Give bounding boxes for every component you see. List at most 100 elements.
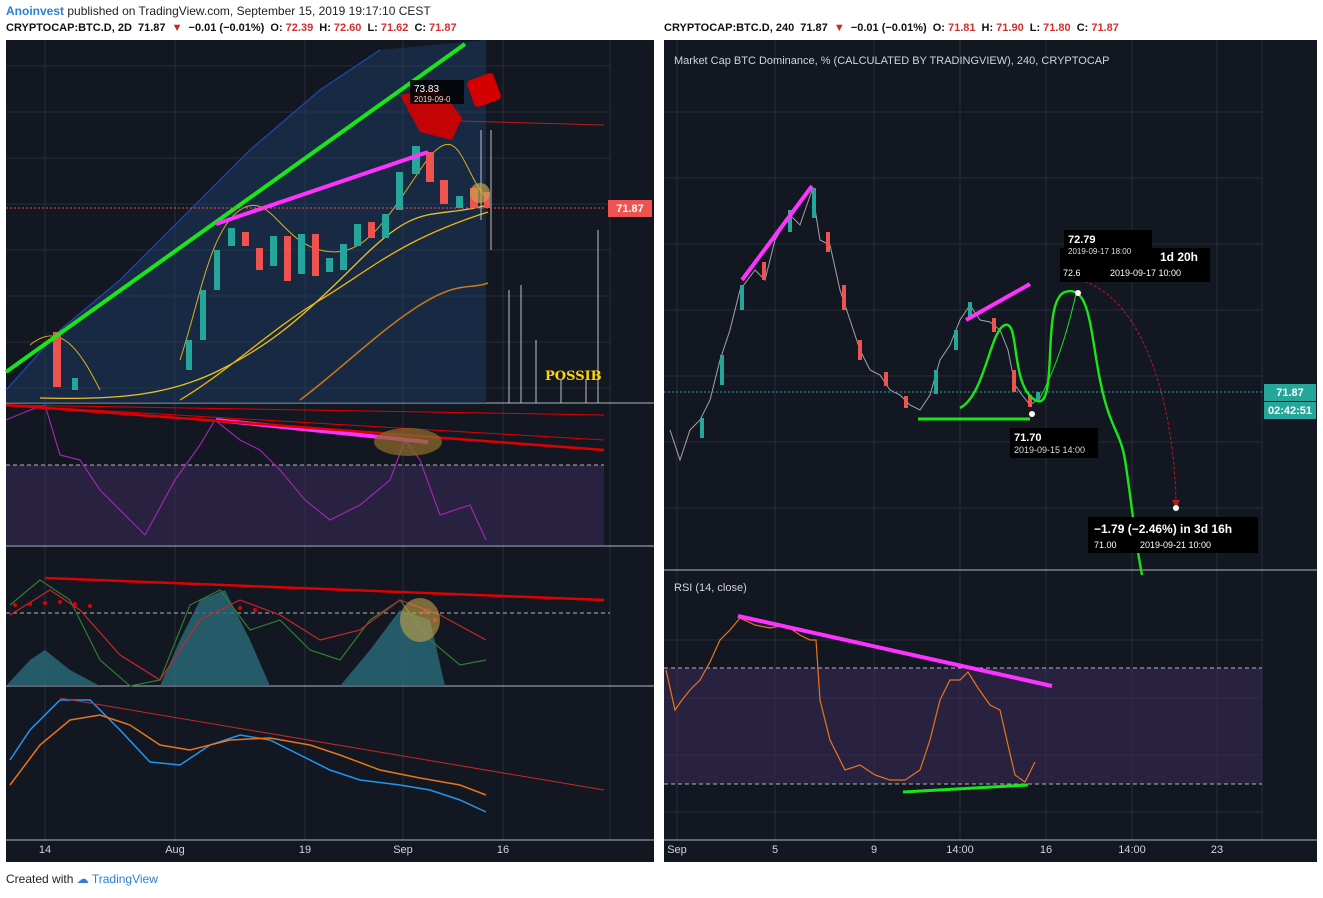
annotation-price: 73.83 xyxy=(414,84,439,95)
left-candles xyxy=(53,146,490,390)
down-arrow-icon: ▼ xyxy=(833,22,845,34)
right-countdown-text: 02:42:51 xyxy=(1268,405,1312,417)
publish-info: published on TradingView.com, September … xyxy=(67,4,431,18)
left-volume-bars xyxy=(480,130,599,403)
footer-created: Created with xyxy=(6,872,74,886)
close-label: C: xyxy=(1076,22,1089,34)
left-pane3-highlight xyxy=(400,598,440,642)
right-projection-thin xyxy=(1039,293,1077,399)
open-label: O: xyxy=(932,22,945,34)
left-last: 71.87 xyxy=(137,22,166,34)
right-xtick-4: 14:00 xyxy=(946,844,974,856)
right-x-axis: Sep 5 9 14:00 16 14:00 23 xyxy=(667,844,1223,856)
left-x-axis: 14 Aug 19 Sep 16 xyxy=(39,844,509,856)
right-projection-top-a: 1d 20h xyxy=(1160,250,1198,264)
right-rsi-green-line xyxy=(902,783,1029,794)
left-ma-thin xyxy=(29,143,489,391)
left-xtick-5: 16 xyxy=(497,844,509,856)
right-low-price: 71.70 xyxy=(1014,432,1042,444)
right-pane-separators xyxy=(664,569,1317,841)
left-rsi-red-line-2 xyxy=(5,404,605,441)
right-rsi-magenta-line xyxy=(737,614,1053,688)
left-xtick-3: 19 xyxy=(299,844,311,856)
left-pane4-orange xyxy=(9,714,487,796)
left-rsi-red-line xyxy=(5,403,605,452)
left-price-highlight xyxy=(470,183,490,203)
right-chart-panel[interactable]: Market Cap BTC Dominance, % (CALCULATED … xyxy=(664,40,1317,862)
left-high: 72.60 xyxy=(333,22,362,34)
right-projection-bottom-date: 2019-09-21 10:00 xyxy=(1140,540,1211,550)
left-price-badge-text: 71.87 xyxy=(616,203,644,215)
left-ma-orange xyxy=(299,282,489,401)
right-projection-arrow-path xyxy=(1079,279,1177,506)
right-projection-bottom-box xyxy=(1088,517,1258,553)
right-xtick-6: 14:00 xyxy=(1118,844,1146,856)
right-series-title: Market Cap BTC Dominance, % (CALCULATED … xyxy=(674,55,1109,67)
left-histogram-area xyxy=(6,590,486,686)
right-close: 71.87 xyxy=(1091,22,1119,34)
right-xtick-2: 5 xyxy=(772,844,778,856)
right-change: −0.01 (−0.01%) xyxy=(850,22,927,34)
low-label: L: xyxy=(1029,22,1041,34)
right-projection-bottom-price: 71.00 xyxy=(1094,540,1117,550)
low-label: L: xyxy=(367,22,378,34)
author-link[interactable]: Anoinvest xyxy=(6,4,65,18)
footer: Created with ☁ TradingView xyxy=(6,872,158,886)
right-price-badge-text: 71.87 xyxy=(1276,387,1304,399)
high-label: H: xyxy=(981,22,994,34)
down-arrow-icon: ▼ xyxy=(171,22,183,34)
left-symbol-line: CRYPTOCAP:BTC.D, 2D 71.87 ▼ −0.01 (−0.01… xyxy=(6,22,460,38)
right-low-label-box xyxy=(1010,428,1098,458)
right-xtick-5: 16 xyxy=(1040,844,1052,856)
left-close: 71.87 xyxy=(429,22,457,34)
right-peak-date: 2019-09-17 18:00 xyxy=(1068,247,1132,256)
left-xtick-1: 14 xyxy=(39,844,51,856)
left-pane4-blue xyxy=(9,699,487,813)
right-countdown-badge xyxy=(1264,402,1316,419)
right-xtick-3: 9 xyxy=(871,844,877,856)
right-last: 71.87 xyxy=(800,22,828,34)
annotation-date: 2019-09-0 xyxy=(414,95,451,104)
right-symbol-line: CRYPTOCAP:BTC.D, 240 71.87 ▼ −0.01 (−0.0… xyxy=(664,22,1122,38)
right-projection-arrowhead xyxy=(1172,500,1180,508)
close-label: C: xyxy=(414,22,427,34)
left-annotation-marker[interactable]: 73.83 2019-09-0 xyxy=(400,72,502,140)
footer-brand[interactable]: TradingView xyxy=(91,872,158,886)
left-open: 72.39 xyxy=(285,22,314,34)
left-rsi-band xyxy=(6,465,604,545)
right-price-path xyxy=(669,189,1041,462)
right-rsi-band xyxy=(664,668,1262,784)
right-price-badge xyxy=(1264,384,1316,401)
right-projection-path xyxy=(959,289,1144,576)
right-projection-top-b-price: 72.6 xyxy=(1063,268,1081,278)
right-rsi-label: RSI (14, close) xyxy=(674,582,747,594)
open-label: O: xyxy=(270,22,283,34)
left-xtick-2: Aug xyxy=(165,844,185,856)
high-label: H: xyxy=(319,22,331,34)
right-target-point xyxy=(1173,505,1179,511)
right-low-date: 2019-09-15 14:00 xyxy=(1014,445,1085,455)
right-candles xyxy=(700,188,1040,438)
right-projection-bottom-change: −1.79 (−2.46%) in 3d 16h xyxy=(1094,522,1232,536)
right-high: 71.90 xyxy=(996,22,1024,34)
left-pane4-red-line xyxy=(59,697,605,791)
left-chart-panel[interactable]: 71.87 73.83 2019-09-0 POSSIB xyxy=(4,40,654,862)
right-peak-label-box xyxy=(1064,230,1152,258)
right-rsi-line xyxy=(665,617,1036,783)
right-projection-top-b-date: 2019-09-17 10:00 xyxy=(1110,268,1181,278)
right-magenta-trendline-2 xyxy=(965,282,1031,322)
publish-header: Anoinvest published on TradingView.com, … xyxy=(6,4,431,20)
right-peak-point xyxy=(1075,290,1081,296)
left-pane-separators xyxy=(6,402,654,841)
left-low: 71.62 xyxy=(380,22,409,34)
left-symbol: CRYPTOCAP:BTC.D, 2D xyxy=(6,22,132,34)
left-magenta-trendline xyxy=(215,150,429,226)
left-rsi-red-line-3 xyxy=(5,404,605,416)
left-channel-upper xyxy=(5,49,381,391)
left-change: −0.01 (−0.01%) xyxy=(188,22,265,34)
left-ma-yellow xyxy=(39,204,489,400)
right-symbol: CRYPTOCAP:BTC.D, 240 xyxy=(664,22,795,34)
left-possib-note: POSSIB xyxy=(545,369,602,384)
right-xtick-1: Sep xyxy=(667,844,687,856)
